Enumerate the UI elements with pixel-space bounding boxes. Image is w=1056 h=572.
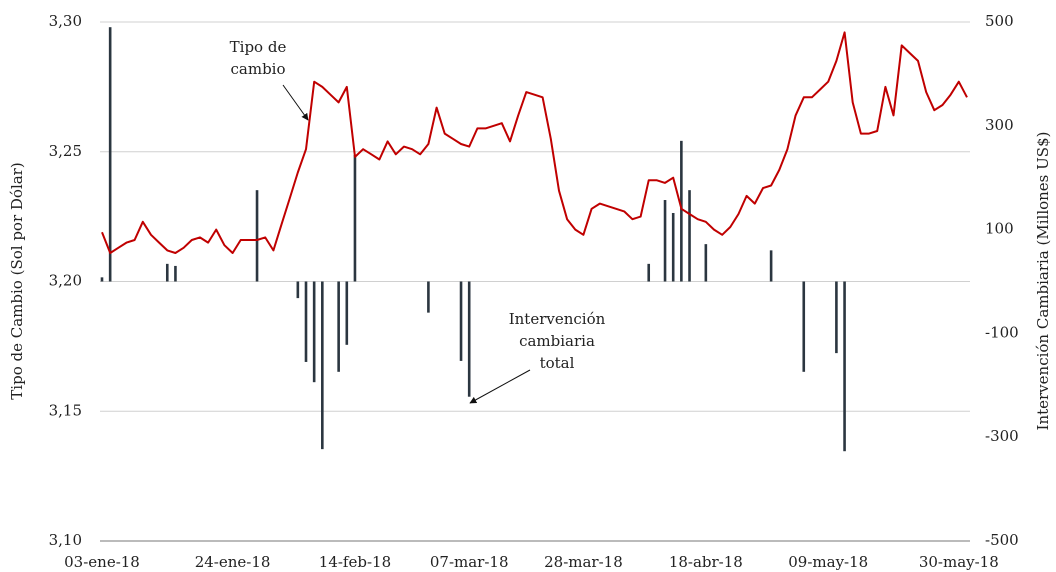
x-tick-label: 18-abr-18 xyxy=(669,553,743,571)
bar xyxy=(647,263,651,282)
bar xyxy=(843,281,846,452)
bar xyxy=(835,281,838,354)
bar xyxy=(100,277,104,282)
y-tick-label: 3,15 xyxy=(49,401,82,419)
bar xyxy=(769,250,773,282)
bar xyxy=(108,27,112,282)
bar xyxy=(312,281,316,383)
x-tick-label: 24-ene-18 xyxy=(195,553,271,571)
bar xyxy=(688,190,691,282)
bar xyxy=(663,200,667,282)
y-axis-title: Tipo de Cambio (Sol por Dólar) xyxy=(8,162,26,399)
bar xyxy=(353,154,357,282)
bar xyxy=(467,281,471,397)
x-tick-label: 30-may-18 xyxy=(919,553,999,571)
bar xyxy=(459,281,463,361)
y-tick-label: 3,25 xyxy=(49,142,82,160)
y-tick-label: 3,30 xyxy=(49,12,82,30)
bar xyxy=(321,281,324,450)
y-tick-label: 3,10 xyxy=(49,531,82,549)
y2-tick-label: -300 xyxy=(985,427,1019,445)
annotation: total xyxy=(540,354,575,372)
x-tick-label: 03-ene-18 xyxy=(64,553,140,571)
y2-tick-label: 300 xyxy=(985,116,1014,134)
bar xyxy=(704,244,708,282)
annotation: cambiaria xyxy=(519,332,595,350)
y2-axis-title: Intervención Cambiaria (Millones US$) xyxy=(1034,132,1052,431)
bar xyxy=(304,281,308,362)
annotation: Tipo de xyxy=(230,38,287,56)
x-tick-label: 14-feb-18 xyxy=(319,553,391,571)
bar xyxy=(802,281,806,372)
x-tick-label: 09-may-18 xyxy=(788,553,868,571)
bar xyxy=(174,265,177,282)
line xyxy=(101,31,968,254)
bar xyxy=(255,190,259,282)
bar xyxy=(165,263,169,282)
y2-tick-label: -100 xyxy=(985,323,1019,341)
bar xyxy=(671,212,675,282)
y2-tick-label: 500 xyxy=(985,12,1014,30)
x-tick-label: 07-mar-18 xyxy=(430,553,509,571)
bar xyxy=(345,281,349,345)
bar xyxy=(427,281,430,313)
annotation: cambio xyxy=(231,60,286,78)
y-tick-label: 3,20 xyxy=(49,272,82,290)
bar xyxy=(296,281,300,299)
y2-tick-label: 100 xyxy=(985,220,1014,238)
bar xyxy=(337,281,340,372)
annotation-arrow xyxy=(282,84,309,121)
x-tick-label: 28-mar-18 xyxy=(544,553,623,571)
bar xyxy=(680,140,683,282)
y2-tick-label: -500 xyxy=(985,531,1019,549)
annotation: Intervención xyxy=(509,310,606,328)
annotation-arrow xyxy=(469,369,531,404)
